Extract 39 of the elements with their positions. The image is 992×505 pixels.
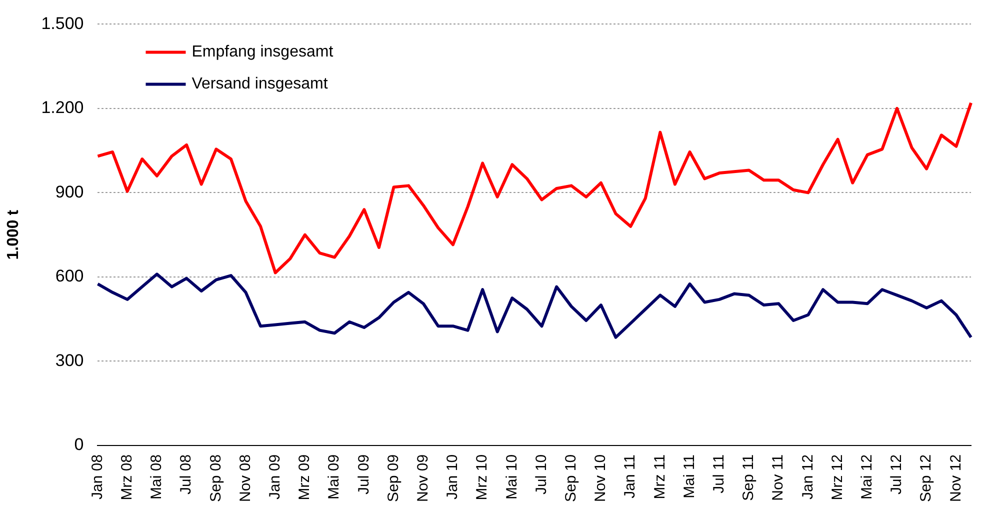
y-tick-label: 300 (55, 350, 84, 370)
x-tick-label: Jan 08 (88, 454, 106, 500)
x-tick-label: Sep 09 (384, 454, 402, 502)
y-tick-label: 0 (74, 435, 84, 454)
x-tick-label: Jan 10 (444, 454, 462, 500)
x-tick-label: Mrz 10 (474, 454, 491, 500)
x-tick-label: Jan 09 (266, 454, 284, 500)
y-tick-label: 1.500 (41, 14, 84, 33)
x-tick-label: Jul 10 (532, 454, 550, 494)
y-tick-label: 1.200 (41, 98, 84, 118)
x-tick-label: Mai 08 (148, 454, 166, 500)
y-tick-label: 900 (55, 182, 84, 202)
x-tick-label: Nov 08 (236, 454, 254, 502)
x-tick-label: Mrz 11 (651, 454, 668, 500)
x-tick-label: Jul 09 (355, 454, 372, 494)
x-tick-label: Jan 12 (799, 454, 816, 500)
x-tick-label: Sep 11 (740, 454, 758, 501)
x-tick-label: Sep 10 (562, 454, 580, 502)
x-tick-label: Nov 09 (414, 454, 432, 502)
x-tick-label: Mai 09 (326, 454, 343, 500)
y-tick-label: 600 (55, 266, 84, 286)
y-axis-title: 1.000 t (5, 209, 22, 260)
x-tick-label: Sep 08 (207, 454, 224, 502)
legend-label: Empfang insgesamt (192, 44, 334, 61)
x-tick-label: Nov 12 (947, 454, 964, 502)
x-tick-label: Mai 12 (858, 454, 876, 500)
x-tick-label: Nov 10 (592, 454, 610, 502)
x-tick-label: Jul 12 (888, 454, 906, 494)
x-tick-label: Jul 08 (178, 454, 195, 494)
legend-label: Versand insgesamt (192, 76, 328, 93)
x-tick-label: Jul 11 (710, 454, 728, 494)
x-tick-label: Mai 11 (680, 454, 698, 498)
x-tick-label: Sep 12 (918, 454, 935, 502)
x-tick-label: Nov 11 (770, 454, 787, 501)
x-tick-label: Mrz 08 (118, 454, 136, 500)
x-tick-label: Jan 11 (622, 454, 639, 498)
x-tick-label: Mrz 12 (828, 454, 846, 500)
x-tick-label: Mrz 09 (296, 454, 314, 500)
x-tick-label: Mai 10 (503, 454, 520, 500)
